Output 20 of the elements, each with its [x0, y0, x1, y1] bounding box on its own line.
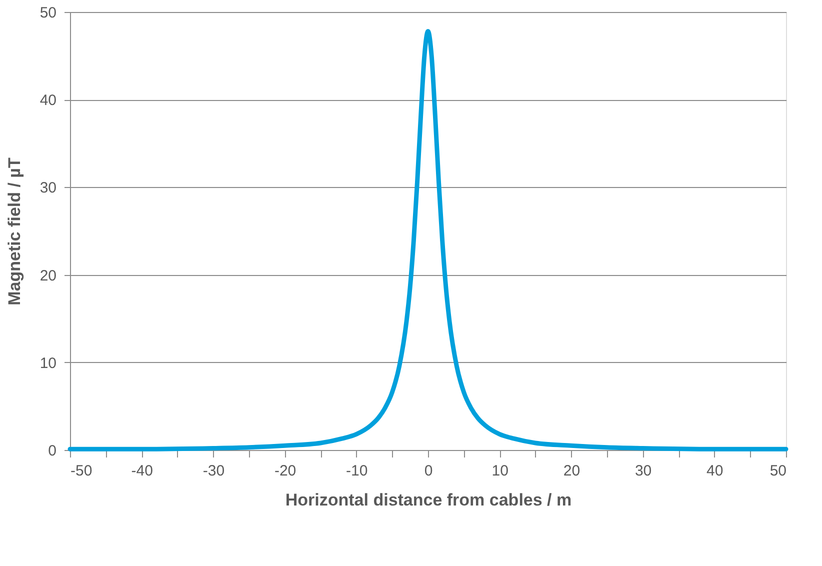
y-tick-label: 40 — [40, 92, 56, 110]
x-tick-label: 50 — [770, 462, 786, 480]
x-tick-label: -20 — [274, 462, 296, 480]
x-tick-label: -30 — [202, 462, 225, 480]
x-tick-label: 20 — [563, 462, 580, 480]
x-axis-title: Horizontal distance from cables / m — [285, 490, 572, 510]
x-tick-label: 0 — [424, 462, 433, 480]
y-tick-label: 50 — [40, 4, 56, 22]
y-tick-label: 30 — [40, 180, 56, 197]
y-tick-label: 10 — [40, 354, 56, 372]
line-series — [68, 29, 788, 452]
x-tick-label: 10 — [492, 462, 508, 480]
x-tick-label: 40 — [706, 462, 724, 480]
y-axis-title: Magnetic field / µT — [4, 157, 24, 306]
y-tick-label: 0 — [48, 442, 56, 460]
x-tick-label: -10 — [346, 462, 368, 480]
x-tick-label: 30 — [634, 462, 652, 480]
y-tick-label: 20 — [40, 267, 56, 284]
x-tick-label: -40 — [131, 462, 153, 480]
x-tick-label: -50 — [70, 462, 92, 480]
